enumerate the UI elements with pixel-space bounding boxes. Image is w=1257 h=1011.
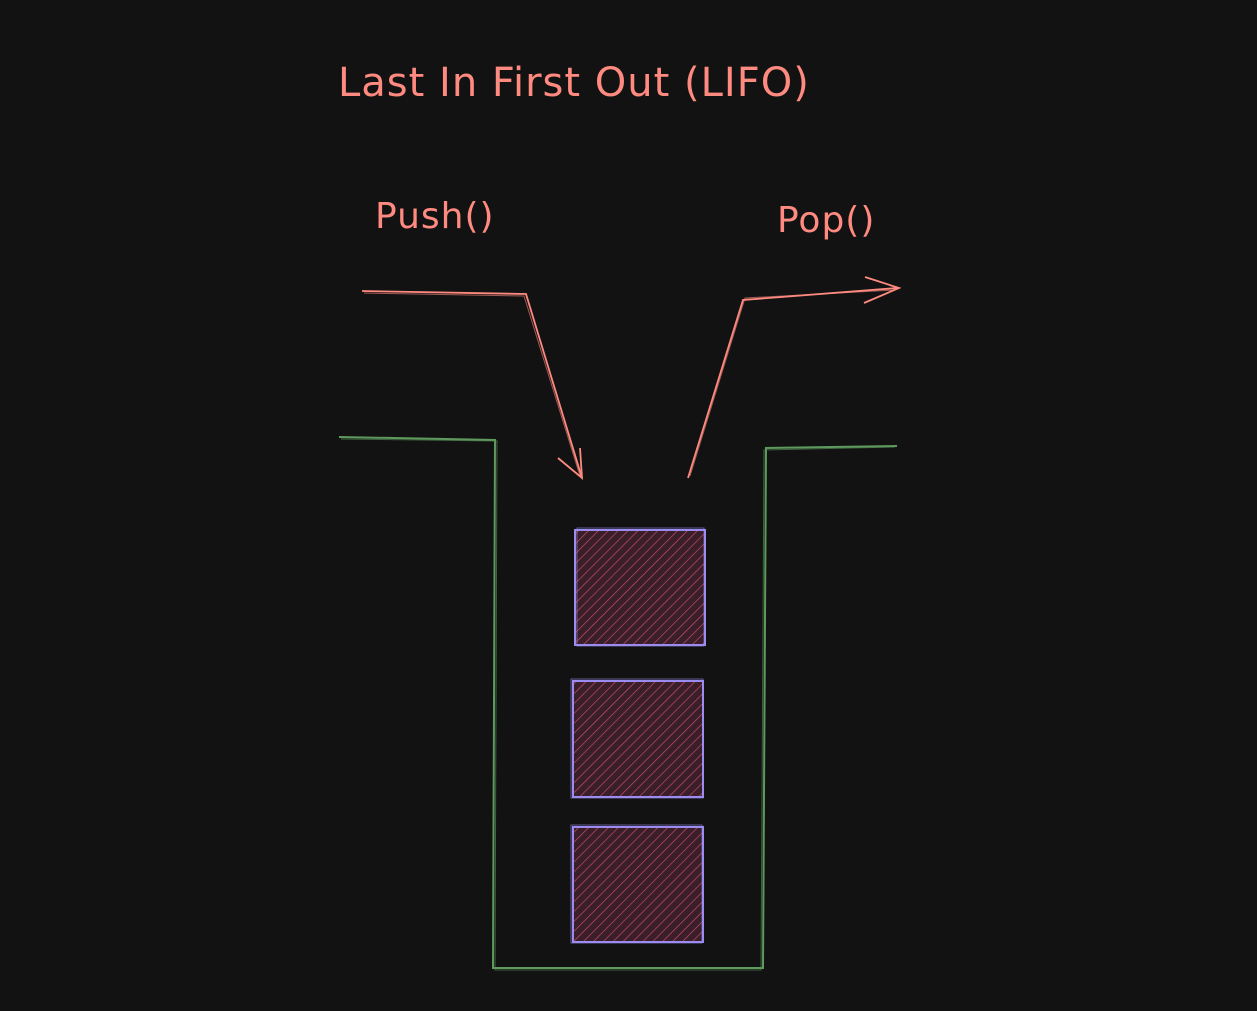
- pop-arrow: [687, 276, 902, 479]
- stack-item-top: [574, 527, 706, 647]
- pop-label: Pop(): [777, 200, 876, 241]
- stack-item-middle: [570, 678, 704, 799]
- push-arrow: [361, 290, 584, 481]
- stack-container: [338, 436, 898, 971]
- stack-item-bottom: [570, 824, 704, 944]
- push-label: Push(): [375, 196, 495, 237]
- diagram-title: Last In First Out (LIFO): [338, 60, 810, 106]
